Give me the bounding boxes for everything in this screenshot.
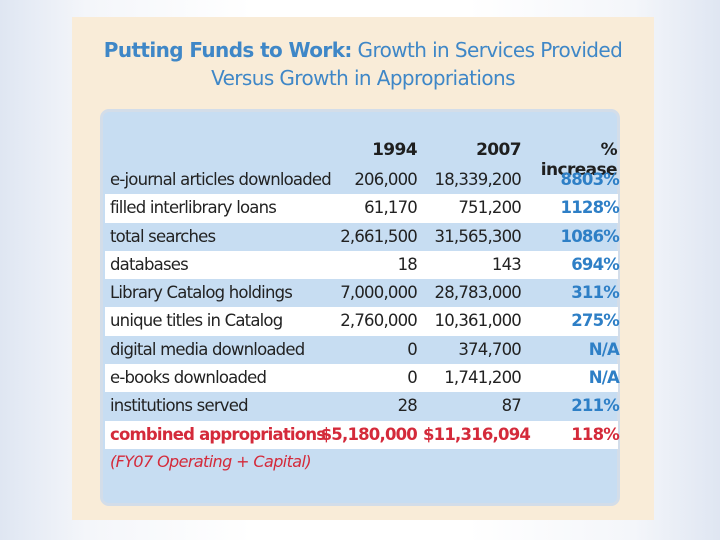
cell-1994: 0	[407, 368, 418, 388]
title-line-1: Putting Funds to Work: Growth in Service…	[72, 36, 654, 64]
cell-1994: 18	[397, 254, 418, 274]
table-row: unique titles in Catalog 2,760,000 10,36…	[105, 307, 620, 336]
row-label: databases	[110, 254, 189, 274]
table-row: filled interlibrary loans 61,170 751,200…	[105, 194, 620, 223]
cell-1994: 0	[407, 339, 418, 359]
table-row: total searches 2,661,500 31,565,300 1086…	[105, 223, 620, 251]
row-label: digital media downloaded	[110, 339, 305, 359]
title-rest-part: Growth in Services Provided	[351, 38, 623, 62]
header-percent-increase: % increase	[540, 140, 618, 180]
table-row: databases 18 143 694%	[105, 250, 620, 280]
table-row: institutions served 28 87 211%	[105, 392, 620, 420]
table-row: digital media downloaded 0 374,700 N/A	[105, 336, 620, 364]
row-label: institutions served	[110, 396, 249, 416]
header-2007: 2007	[476, 140, 522, 160]
cell-percent: N/A	[588, 339, 620, 359]
data-table-card: 1994 2007 % increase e-journal articles …	[100, 109, 620, 506]
row-label: filled interlibrary loans	[110, 198, 277, 218]
cell-percent: 118%	[571, 424, 620, 444]
table-body: e-journal articles downloaded 206,000 18…	[105, 166, 620, 449]
row-label: Library Catalog holdings	[110, 283, 293, 303]
cell-2007: 143	[491, 254, 522, 274]
cell-1994: 61,170	[364, 198, 418, 218]
cell-2007: 87	[501, 396, 522, 416]
cell-1994: 2,760,000	[340, 311, 418, 331]
row-label: total searches	[110, 226, 216, 246]
cell-1994: $5,180,000	[320, 424, 418, 444]
row-label: e-journal articles downloaded	[110, 170, 332, 189]
cell-1994: 206,000	[354, 170, 417, 189]
cell-percent: 275%	[571, 311, 620, 331]
slide-panel: Putting Funds to Work: Growth in Service…	[72, 17, 654, 520]
cell-2007: 1,741,200	[444, 368, 522, 388]
cell-2007: 18,339,200	[434, 170, 522, 189]
cell-1994: 28	[397, 396, 418, 416]
slide-title: Putting Funds to Work: Growth in Service…	[72, 36, 654, 92]
row-label: unique titles in Catalog	[110, 311, 283, 331]
table-row-appropriations: combined appropriations $5,180,000 $11,3…	[105, 420, 620, 449]
cell-2007: 751,200	[458, 198, 521, 218]
appropriations-note: (FY07 Operating + Capital)	[110, 452, 312, 471]
row-label: combined appropriations	[110, 424, 326, 444]
cell-1994: 2,661,500	[340, 226, 418, 246]
cell-2007: $11,316,094	[423, 424, 531, 444]
table-row: e-books downloaded 0 1,741,200 N/A	[105, 364, 620, 393]
title-line-2: Versus Growth in Appropriations	[211, 66, 515, 90]
cell-2007: 28,783,000	[434, 283, 522, 303]
cell-1994: 7,000,000	[340, 283, 418, 303]
cell-percent: 8803%	[560, 170, 620, 189]
title-bold-part: Putting Funds to Work:	[103, 38, 353, 62]
cell-percent: 1086%	[560, 226, 620, 246]
header-1994: 1994	[372, 140, 418, 160]
cell-percent: N/A	[588, 368, 620, 388]
cell-percent: 211%	[571, 396, 620, 416]
table-row: Library Catalog holdings 7,000,000 28,78…	[105, 279, 620, 307]
cell-2007: 31,565,300	[434, 226, 522, 246]
cell-2007: 374,700	[458, 339, 521, 359]
cell-percent: 311%	[571, 283, 620, 303]
cell-percent: 1128%	[560, 198, 620, 218]
cell-2007: 10,361,000	[434, 311, 522, 331]
row-label: e-books downloaded	[110, 368, 267, 388]
table-row: e-journal articles downloaded 206,000 18…	[105, 166, 620, 194]
cell-percent: 694%	[571, 254, 620, 274]
